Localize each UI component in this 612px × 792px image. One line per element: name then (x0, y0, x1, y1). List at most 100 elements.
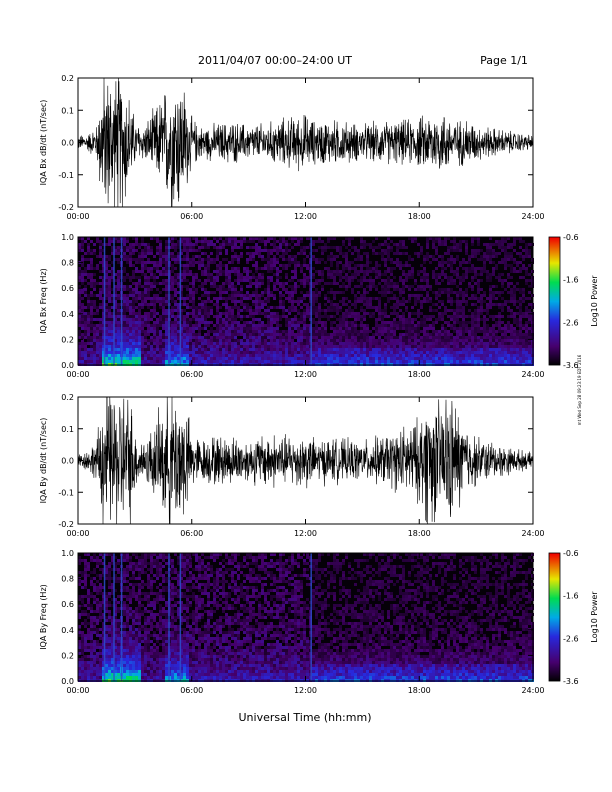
spectrogram-cell (81, 315, 84, 318)
spectrogram-cell (324, 243, 327, 246)
spectrogram-cell (228, 336, 231, 339)
spectrogram-cell (117, 336, 120, 339)
spectrogram-cell (528, 360, 531, 363)
spectrogram-cell (195, 249, 198, 252)
spectrogram-cell (516, 282, 519, 285)
spectrogram-cell (126, 315, 129, 318)
colorbar-stripe (549, 258, 560, 260)
spectrogram-cell (234, 321, 237, 324)
spectrogram-cell (381, 258, 384, 261)
spectrogram-cell (300, 279, 303, 282)
spectrogram-cell (111, 351, 114, 354)
spectrogram-cell (450, 300, 453, 303)
spectrogram-cell (237, 300, 240, 303)
spectrogram-cell (447, 348, 450, 351)
spectrogram-cell (276, 306, 279, 309)
spectrogram-cell (408, 324, 411, 327)
spectrogram-cell (204, 321, 207, 324)
spectrogram-cell (162, 318, 165, 321)
spectrogram-cell (261, 339, 264, 342)
spectrogram-cell (204, 258, 207, 261)
spectrogram-cell (285, 354, 288, 357)
spectrogram-cell (288, 360, 291, 363)
spectrogram-cell (243, 342, 246, 345)
spectrogram-cell (357, 285, 360, 288)
spectrogram-cell (162, 300, 165, 303)
spectrogram-cell (483, 327, 486, 330)
spectrogram-cell (261, 324, 264, 327)
spectrogram-cell (381, 348, 384, 351)
spectrogram-cell (441, 279, 444, 282)
spectrogram-cell (267, 264, 270, 267)
spectrogram-cell (243, 276, 246, 279)
spectrogram-cell (279, 348, 282, 351)
spectrogram-cell (186, 315, 189, 318)
colorbar-stripe (549, 336, 560, 338)
spectrogram-cell (225, 342, 228, 345)
spectrogram-cell (210, 282, 213, 285)
spectrogram-cell (240, 285, 243, 288)
spectrogram-cell (228, 354, 231, 357)
spectrogram-cell (498, 345, 501, 348)
spectrogram-cell (114, 240, 117, 243)
colorbar-stripe (549, 239, 560, 241)
spectrogram-cell (84, 333, 87, 336)
spectrogram-cell (369, 339, 372, 342)
spectrogram-cell (186, 237, 189, 240)
spectrogram-cell (363, 324, 366, 327)
spectrogram-cell (327, 240, 330, 243)
spectrogram-cell (96, 318, 99, 321)
spectrogram-cell (267, 360, 270, 363)
spectrogram-cell (237, 261, 240, 264)
spectrogram-cell (183, 297, 186, 300)
spectrogram-cell (180, 318, 183, 321)
spectrogram-cell (234, 333, 237, 336)
spectrogram-cell (384, 291, 387, 294)
spectrogram-cell (147, 270, 150, 273)
spectrogram-cell (375, 342, 378, 345)
spectrogram-cell (195, 333, 198, 336)
spectrogram-cell (528, 264, 531, 267)
spectrogram-cell (294, 261, 297, 264)
spectrogram-cell (258, 330, 261, 333)
spectrogram-cell (477, 342, 480, 345)
spectrogram-cell (117, 351, 120, 354)
spectrogram-cell (489, 261, 492, 264)
spectrogram-cell (135, 342, 138, 345)
spectrogram-cell (432, 309, 435, 312)
spectrogram-cell (426, 342, 429, 345)
spectrogram-cell (228, 342, 231, 345)
spectrogram-cell (111, 300, 114, 303)
spectrogram-cell (522, 351, 525, 354)
spectrogram-cell (507, 309, 510, 312)
spectrogram-cell (273, 264, 276, 267)
spectrogram-cell (255, 261, 258, 264)
spectrogram-cell (117, 318, 120, 321)
spectrogram-cell (366, 354, 369, 357)
spectrogram-cell (273, 345, 276, 348)
spectrogram-cell (156, 345, 159, 348)
spectrogram-cell (528, 351, 531, 354)
spectrogram-cell (408, 345, 411, 348)
spectrogram-cell (516, 351, 519, 354)
spectrogram-cell (219, 354, 222, 357)
spectrogram-cell (189, 345, 192, 348)
spectrogram-cell (366, 342, 369, 345)
spectrogram-cell (297, 264, 300, 267)
spectrogram-cell (375, 306, 378, 309)
spectrogram-cell (273, 315, 276, 318)
spectrogram-cell (78, 246, 81, 249)
spectrogram-cell (180, 258, 183, 261)
spectrogram-cell (333, 321, 336, 324)
spectrogram-cell (135, 318, 138, 321)
spectrogram-cell (99, 342, 102, 345)
spectrogram-cell (138, 354, 141, 357)
spectrogram-cell (144, 279, 147, 282)
spectrogram-cell (177, 273, 180, 276)
spectrogram-cell (249, 297, 252, 300)
spectrogram-cell (297, 345, 300, 348)
spectrogram-cell (432, 357, 435, 360)
spectrogram-cell (225, 243, 228, 246)
spectrogram-cell (291, 240, 294, 243)
spectrogram-cell (369, 276, 372, 279)
